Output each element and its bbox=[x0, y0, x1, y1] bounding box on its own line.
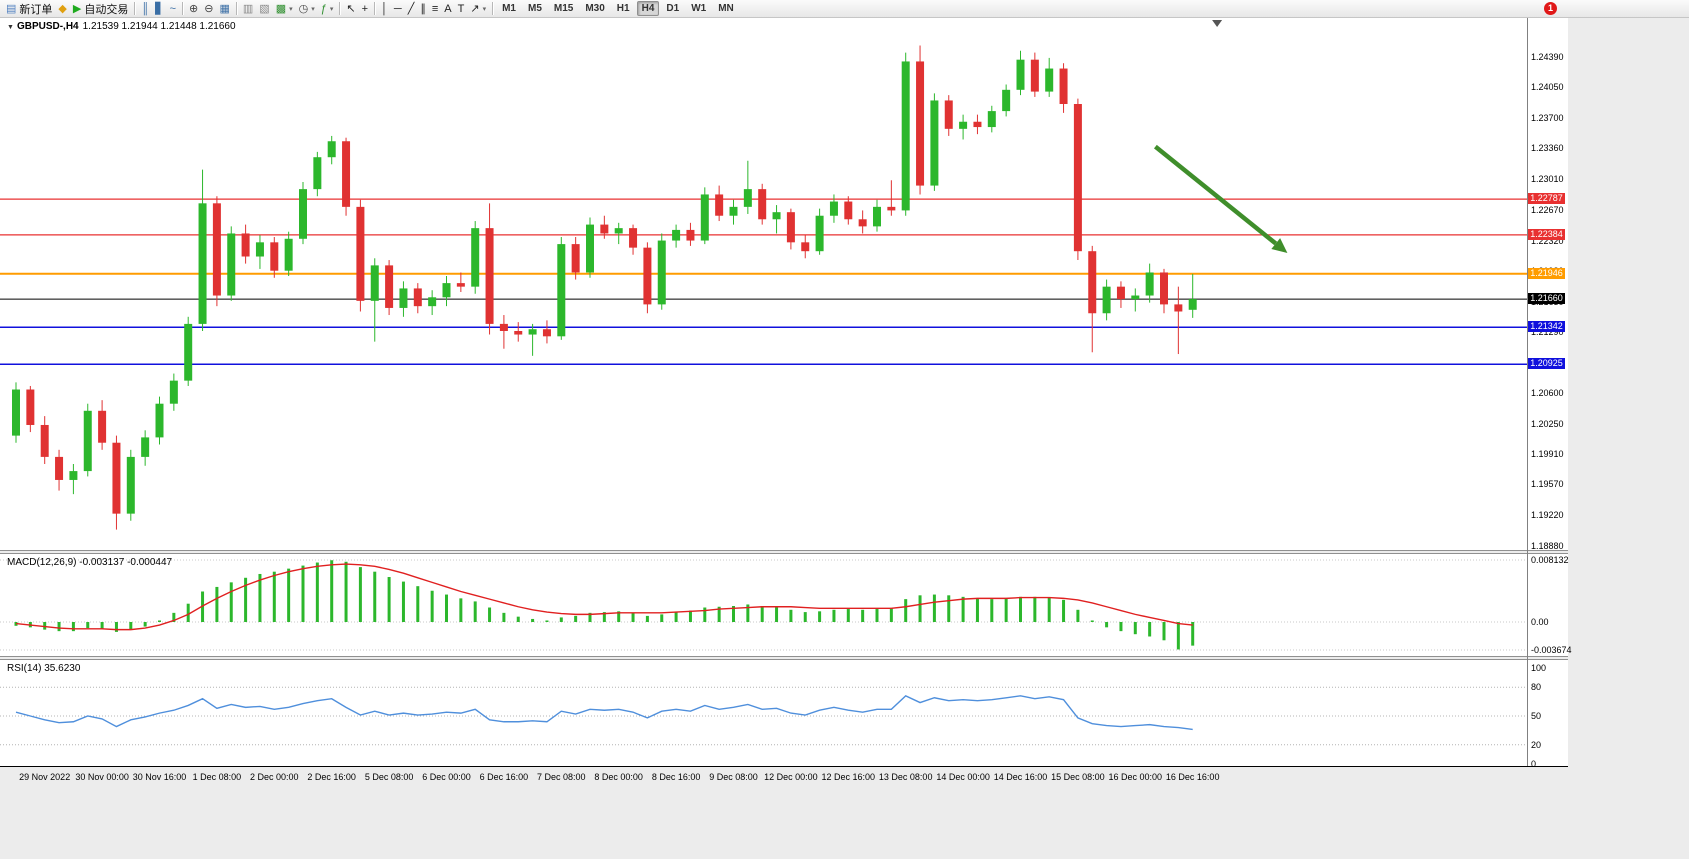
ohlc-values: 1.21539 1.21944 1.21448 1.21660 bbox=[82, 21, 236, 32]
vertical-line-button[interactable]: │ bbox=[378, 1, 391, 17]
timeframe-mn-button[interactable]: MN bbox=[718, 3, 734, 14]
trendline-button[interactable]: ╱ bbox=[405, 1, 418, 17]
indicators-icon: ƒ bbox=[320, 2, 327, 15]
new-order-button-label: 新订单 bbox=[19, 3, 53, 16]
timeframe-m1-button[interactable]: M1 bbox=[502, 3, 516, 14]
rsi-title: RSI(14) bbox=[7, 663, 42, 674]
cascade-windows-button[interactable]: ▧ bbox=[256, 1, 272, 17]
tile-windows-icon: ▦ bbox=[219, 2, 230, 15]
cursor-button[interactable]: ↖ bbox=[343, 1, 358, 17]
arrange-windows-button[interactable]: ▥ bbox=[240, 1, 256, 17]
price-scale[interactable] bbox=[1527, 18, 1568, 766]
text-button[interactable]: A bbox=[441, 1, 454, 17]
chevron-down-icon: ▾ bbox=[289, 5, 293, 13]
vertical-line-icon: │ bbox=[381, 2, 388, 15]
toolbar-separator bbox=[339, 2, 341, 15]
candlestick-series bbox=[12, 45, 1197, 530]
toolbar-separator bbox=[235, 2, 237, 15]
macd-indicator-label: MACD(12,26,9) -0.003137 -0.000447 bbox=[7, 557, 172, 568]
autotrade-play-icon: ▶ bbox=[72, 2, 82, 15]
label-button[interactable]: T bbox=[455, 1, 468, 17]
macd-signal-line bbox=[15, 563, 1193, 631]
fibonacci-icon: ≡ bbox=[431, 2, 439, 15]
timeframe-d1-button[interactable]: D1 bbox=[666, 3, 680, 14]
macd-values: -0.003137 -0.000447 bbox=[79, 557, 173, 568]
crosshair-button[interactable]: + bbox=[359, 1, 371, 17]
trendline-icon: ╱ bbox=[407, 2, 415, 15]
timeframe-m30-button[interactable]: M30 bbox=[585, 3, 605, 14]
rsi-line bbox=[15, 695, 1193, 731]
text-icon: A bbox=[444, 2, 452, 15]
toolbar-separator bbox=[492, 2, 494, 15]
timeframe-w1-button[interactable]: W1 bbox=[691, 3, 707, 14]
macd-title: MACD(12,26,9) bbox=[7, 557, 77, 568]
diamond-icon: ◆ bbox=[58, 2, 67, 15]
toolbar-separator bbox=[134, 2, 136, 15]
chevron-down-icon: ▾ bbox=[482, 5, 487, 13]
clock-icon: ◷ bbox=[298, 2, 309, 15]
line-chart-button[interactable]: ~ bbox=[167, 1, 179, 17]
channel-icon: ∥ bbox=[420, 2, 426, 15]
horizontal-line-button[interactable]: ─ bbox=[391, 1, 405, 17]
tile-windows-button[interactable]: ▦ bbox=[216, 1, 232, 17]
new-order-button[interactable]: ▤ 新订单 bbox=[3, 1, 55, 17]
rsi-value: 35.6230 bbox=[44, 663, 81, 674]
symbol-name: GBPUSD-,H4 bbox=[16, 21, 79, 32]
zoom-out-button[interactable]: ⊖ bbox=[201, 1, 216, 17]
autotrade-button-label: 自动交易 bbox=[84, 3, 129, 16]
arrow-marker-icon: ↗ bbox=[470, 2, 480, 15]
chevron-down-icon: ▾ bbox=[329, 5, 334, 13]
new-chart-button[interactable]: ▩ ▾ bbox=[273, 1, 296, 17]
label-icon: T bbox=[457, 2, 465, 15]
autotrade-button[interactable]: ▶ 自动交易 bbox=[70, 1, 131, 17]
toolbar-separator bbox=[374, 2, 376, 15]
chevron-down-icon: ▾ bbox=[311, 5, 315, 13]
zoom-in-icon: ⊕ bbox=[189, 2, 199, 15]
toolbar-separator bbox=[182, 2, 184, 15]
horizontal-line-icon: ─ bbox=[393, 2, 402, 15]
macd-panel[interactable] bbox=[0, 554, 1527, 656]
periods-button[interactable]: ◷ ▾ bbox=[296, 1, 318, 17]
cursor-icon: ↖ bbox=[346, 2, 356, 15]
one-click-trading-arrow[interactable]: ▼ bbox=[7, 24, 14, 31]
cascade-icon: ▧ bbox=[259, 2, 270, 15]
mql5-community-button[interactable]: ◆ bbox=[55, 1, 69, 17]
line-chart-icon: ~ bbox=[169, 2, 177, 15]
crosshair-icon: + bbox=[361, 2, 369, 15]
zoom-in-button[interactable]: ⊕ bbox=[186, 1, 201, 17]
notification-badge[interactable]: 1 bbox=[1544, 2, 1557, 15]
bar-chart-icon: ║ bbox=[141, 2, 150, 15]
bar-chart-button[interactable]: ║ bbox=[138, 1, 152, 17]
timeframe-h4-button[interactable]: H4 bbox=[636, 1, 660, 16]
timeframe-m5-button[interactable]: M5 bbox=[527, 3, 542, 14]
time-axis[interactable] bbox=[0, 766, 1568, 794]
rsi-indicator-label: RSI(14) 35.6230 bbox=[7, 663, 80, 674]
rsi-panel[interactable] bbox=[0, 660, 1527, 766]
arrows-button[interactable]: ↗ ▾ bbox=[467, 1, 489, 17]
candlestick-chart-button[interactable]: ▋ bbox=[152, 1, 166, 17]
fibonacci-button[interactable]: ≡ bbox=[429, 1, 441, 17]
timeframe-m15-button[interactable]: M15 bbox=[553, 3, 574, 14]
trend-arrow bbox=[1153, 144, 1278, 246]
arrange-icon: ▥ bbox=[242, 2, 254, 15]
chart-title: ▼ GBPUSD-,H4 1.21539 1.21944 1.21448 1.216… bbox=[7, 21, 236, 32]
chart-plot-area[interactable] bbox=[0, 18, 1527, 550]
indicators-button[interactable]: ƒ ▾ bbox=[318, 1, 337, 17]
chart-canvas[interactable] bbox=[0, 0, 1689, 800]
zoom-out-icon: ⊖ bbox=[204, 2, 214, 15]
channel-button[interactable]: ∥ bbox=[417, 1, 429, 17]
toolbar: ▤ 新订单 ◆ ▶ 自动交易 ║ ▋ ~ ⊕ ⊖ ▦ ▥ ▧ ▩ ▾ ◷ ▾ ƒ ▾ ↖ + │ ─ ╱ ∥ ≡ A T ↗ ▾ M1 M5 M… bbox=[0, 0, 1689, 18]
chart-shift-marker bbox=[1212, 20, 1223, 27]
candlestick-icon: ▋ bbox=[155, 2, 164, 15]
timeframe-h1-button[interactable]: H1 bbox=[616, 3, 630, 14]
new-chart-icon: ▩ bbox=[275, 2, 287, 15]
new-order-icon: ▤ bbox=[6, 2, 17, 15]
